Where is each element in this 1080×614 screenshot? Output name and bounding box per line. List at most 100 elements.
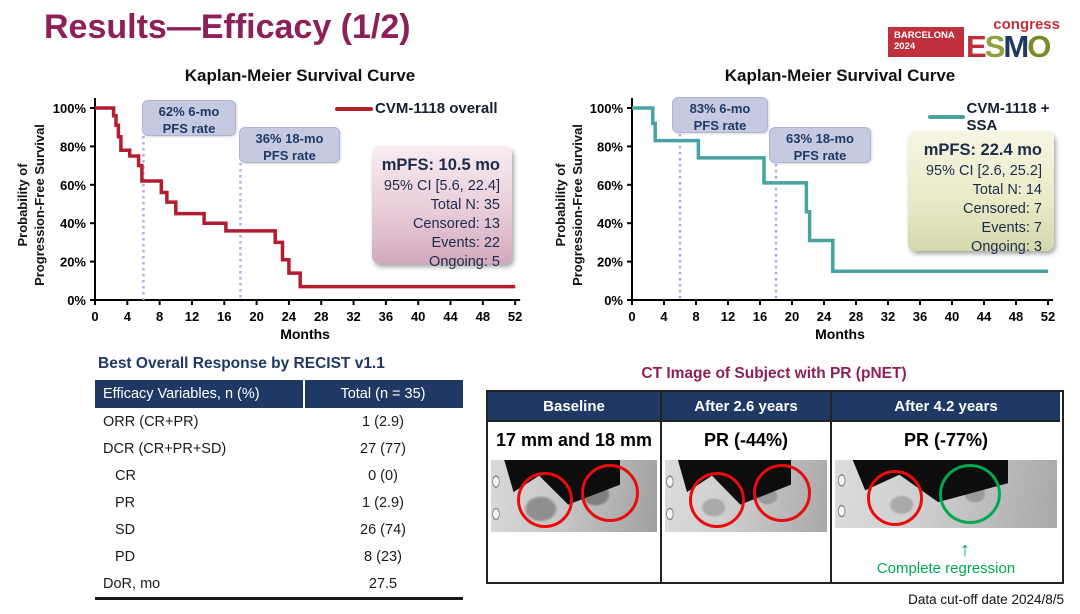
y-tick-label: 100%: [53, 101, 87, 116]
annotation-line1: 62% 6-mo: [158, 104, 220, 119]
table-row-label: DoR, mo: [103, 575, 161, 592]
stats-mpfs: mPFS: 22.4 mo: [923, 141, 1042, 159]
x-tick-label: 36: [913, 309, 927, 324]
annotation-line1: 83% 6-mo: [689, 101, 751, 116]
stats-mpfs: mPFS: 10.5 mo: [381, 156, 500, 174]
x-tick-label: 4: [124, 309, 132, 324]
x-tick-label: 24: [817, 309, 832, 324]
km-plot-left: 0%20%40%60%80%100%0 4 8 12 16 20 24 28 32 36 40 44 4…: [53, 98, 522, 342]
x-tick-label: 8: [692, 309, 699, 324]
survival-curve: [95, 106, 516, 289]
x-axis-title: Months: [280, 326, 330, 342]
stats-rows: Total N: 14 Censored: 7 Events: 7 Ongoing: …: [916, 181, 1042, 258]
annotation-line1: 63% 18-mo: [786, 131, 854, 146]
x-tick-label: 48: [476, 309, 490, 324]
y-tick-label: 100%: [590, 101, 624, 116]
survival-curve: [632, 106, 1048, 273]
tumor-circle-red: [581, 464, 639, 522]
table-row: PD 8 (23): [95, 543, 463, 570]
ct-column-header: After 4.2 years: [832, 392, 1060, 422]
y-tick-label: 20%: [597, 255, 623, 270]
x-tick-label: 40: [411, 309, 425, 324]
table-row: SD 26 (74): [95, 516, 463, 543]
x-tick-label: 44: [977, 309, 992, 324]
ct-column-label: 17 mm and 18 mm: [495, 429, 653, 450]
esmo-letter: S: [984, 29, 1006, 64]
legend-line-swatch: [335, 106, 373, 111]
table-row-label: PR: [115, 494, 136, 511]
table-row-value: 27 (77): [360, 440, 406, 457]
y-tick-label: 40%: [60, 216, 86, 231]
x-tick-label: 28: [314, 309, 328, 324]
regression-arrow-up-icon: ↑: [960, 539, 970, 561]
x-tick-label: 44: [443, 309, 458, 324]
ct-scan-4-2-years: [835, 460, 1057, 528]
table-row-value: 8 (23): [364, 548, 402, 565]
x-tick-label: 0: [91, 309, 98, 324]
annotation-line2: PFS rate: [693, 117, 747, 133]
legend-line-swatch: [928, 115, 965, 119]
x-tick-label: 20: [785, 309, 799, 324]
stats-rows: Total N: 35 Censored: 13 Events: 22 Ongoing…: [380, 196, 500, 273]
y-tick-label: 80%: [60, 139, 86, 154]
stats-row: Censored: 7: [963, 201, 1042, 218]
y-tick-label: 40%: [597, 216, 623, 231]
x-tick-label: 52: [1041, 309, 1055, 324]
logo-venue-year: 2024: [894, 41, 916, 53]
stats-box-left: mPFS: 10.5 mo 95% CI [5.6, 22.4] Total N…: [372, 146, 512, 270]
stats-row: Censored: 13: [412, 216, 500, 233]
table-row-value: 27.5: [368, 575, 398, 592]
table-row-label: SD: [115, 521, 136, 538]
legend-left: CVM-1118 overall: [335, 100, 498, 117]
x-tick-label: 32: [881, 309, 895, 324]
x-tick-label: 40: [945, 309, 959, 324]
logo-congress-label: congress: [993, 16, 1060, 33]
ct-column-label: PR (-77%): [903, 429, 988, 450]
x-tick-label: 16: [753, 309, 767, 324]
esmo-congress-logo: BARCELONA 2024 ESMO congress: [888, 16, 1060, 62]
km-chart-title-right: Kaplan-Meier Survival Curve: [724, 66, 956, 85]
ct-column-label: PR (-44%): [703, 429, 788, 450]
response-table: Efficacy Variables, n (%) Total (n = 35)…: [95, 380, 463, 600]
table-row-label: CR: [115, 467, 136, 484]
km-plot-right: 0%20%40%60%80%100%0 4 8 12 16 20 24 28 32 36 40 44 4…: [590, 98, 1055, 342]
y-tick-label: 80%: [597, 139, 623, 154]
ct-column-baseline: Baseline 17 mm and 18 mm: [488, 392, 660, 582]
annotation-line1: 36% 18-mo: [255, 131, 324, 146]
table-row: DoR, mo 27.5: [95, 570, 463, 597]
annotation-6mo-right: 83% 6-mo PFS rate: [672, 97, 768, 133]
table-row-label: PD: [115, 548, 136, 565]
y-tick-label: 60%: [60, 178, 86, 193]
x-axis-title: Months: [815, 326, 865, 342]
response-table-header: Efficacy Variables, n (%) Total (n = 35): [95, 380, 463, 408]
x-tick-label: 36: [379, 309, 393, 324]
stats-ci: 95% CI [2.6, 25.2]: [925, 162, 1042, 179]
regression-note: Complete regression: [876, 560, 1016, 577]
annotation-line2: PFS rate: [263, 147, 316, 163]
table-row-value: 0 (0): [368, 467, 398, 484]
stats-row: Ongoing: 5: [429, 254, 500, 271]
x-tick-label: 52: [508, 309, 522, 324]
x-tick-label: 24: [282, 309, 297, 324]
annotation-line2: PFS rate: [793, 147, 847, 163]
tumor-circle-red: [753, 464, 811, 522]
table-row: PR 1 (2.9): [95, 489, 463, 516]
tumor-circle-red: [867, 470, 923, 526]
x-tick-label: 20: [249, 309, 263, 324]
esmo-letter: E: [966, 29, 987, 64]
stats-ci: 95% CI [5.6, 22.4]: [383, 177, 500, 194]
logo-venue-city: BARCELONA: [894, 30, 955, 41]
y-tick-label: 0%: [67, 293, 86, 308]
esmo-letter: M: [1003, 29, 1029, 64]
table-row-label: DCR (CR+PR+SD): [103, 440, 227, 457]
y-tick-label: 0%: [604, 293, 623, 308]
esmo-wordmark: ESMO: [966, 29, 1051, 64]
x-tick-label: 48: [1009, 309, 1023, 324]
ct-column-header: After 2.6 years: [662, 392, 830, 422]
stats-row: Total N: 35: [430, 196, 500, 213]
table-row-value: 26 (74): [360, 521, 406, 538]
y-tick-label: 20%: [60, 255, 86, 270]
annotation-6mo-left: 62% 6-mo PFS rate: [142, 100, 236, 136]
km-chart-title-left: Kaplan-Meier Survival Curve: [184, 66, 416, 85]
